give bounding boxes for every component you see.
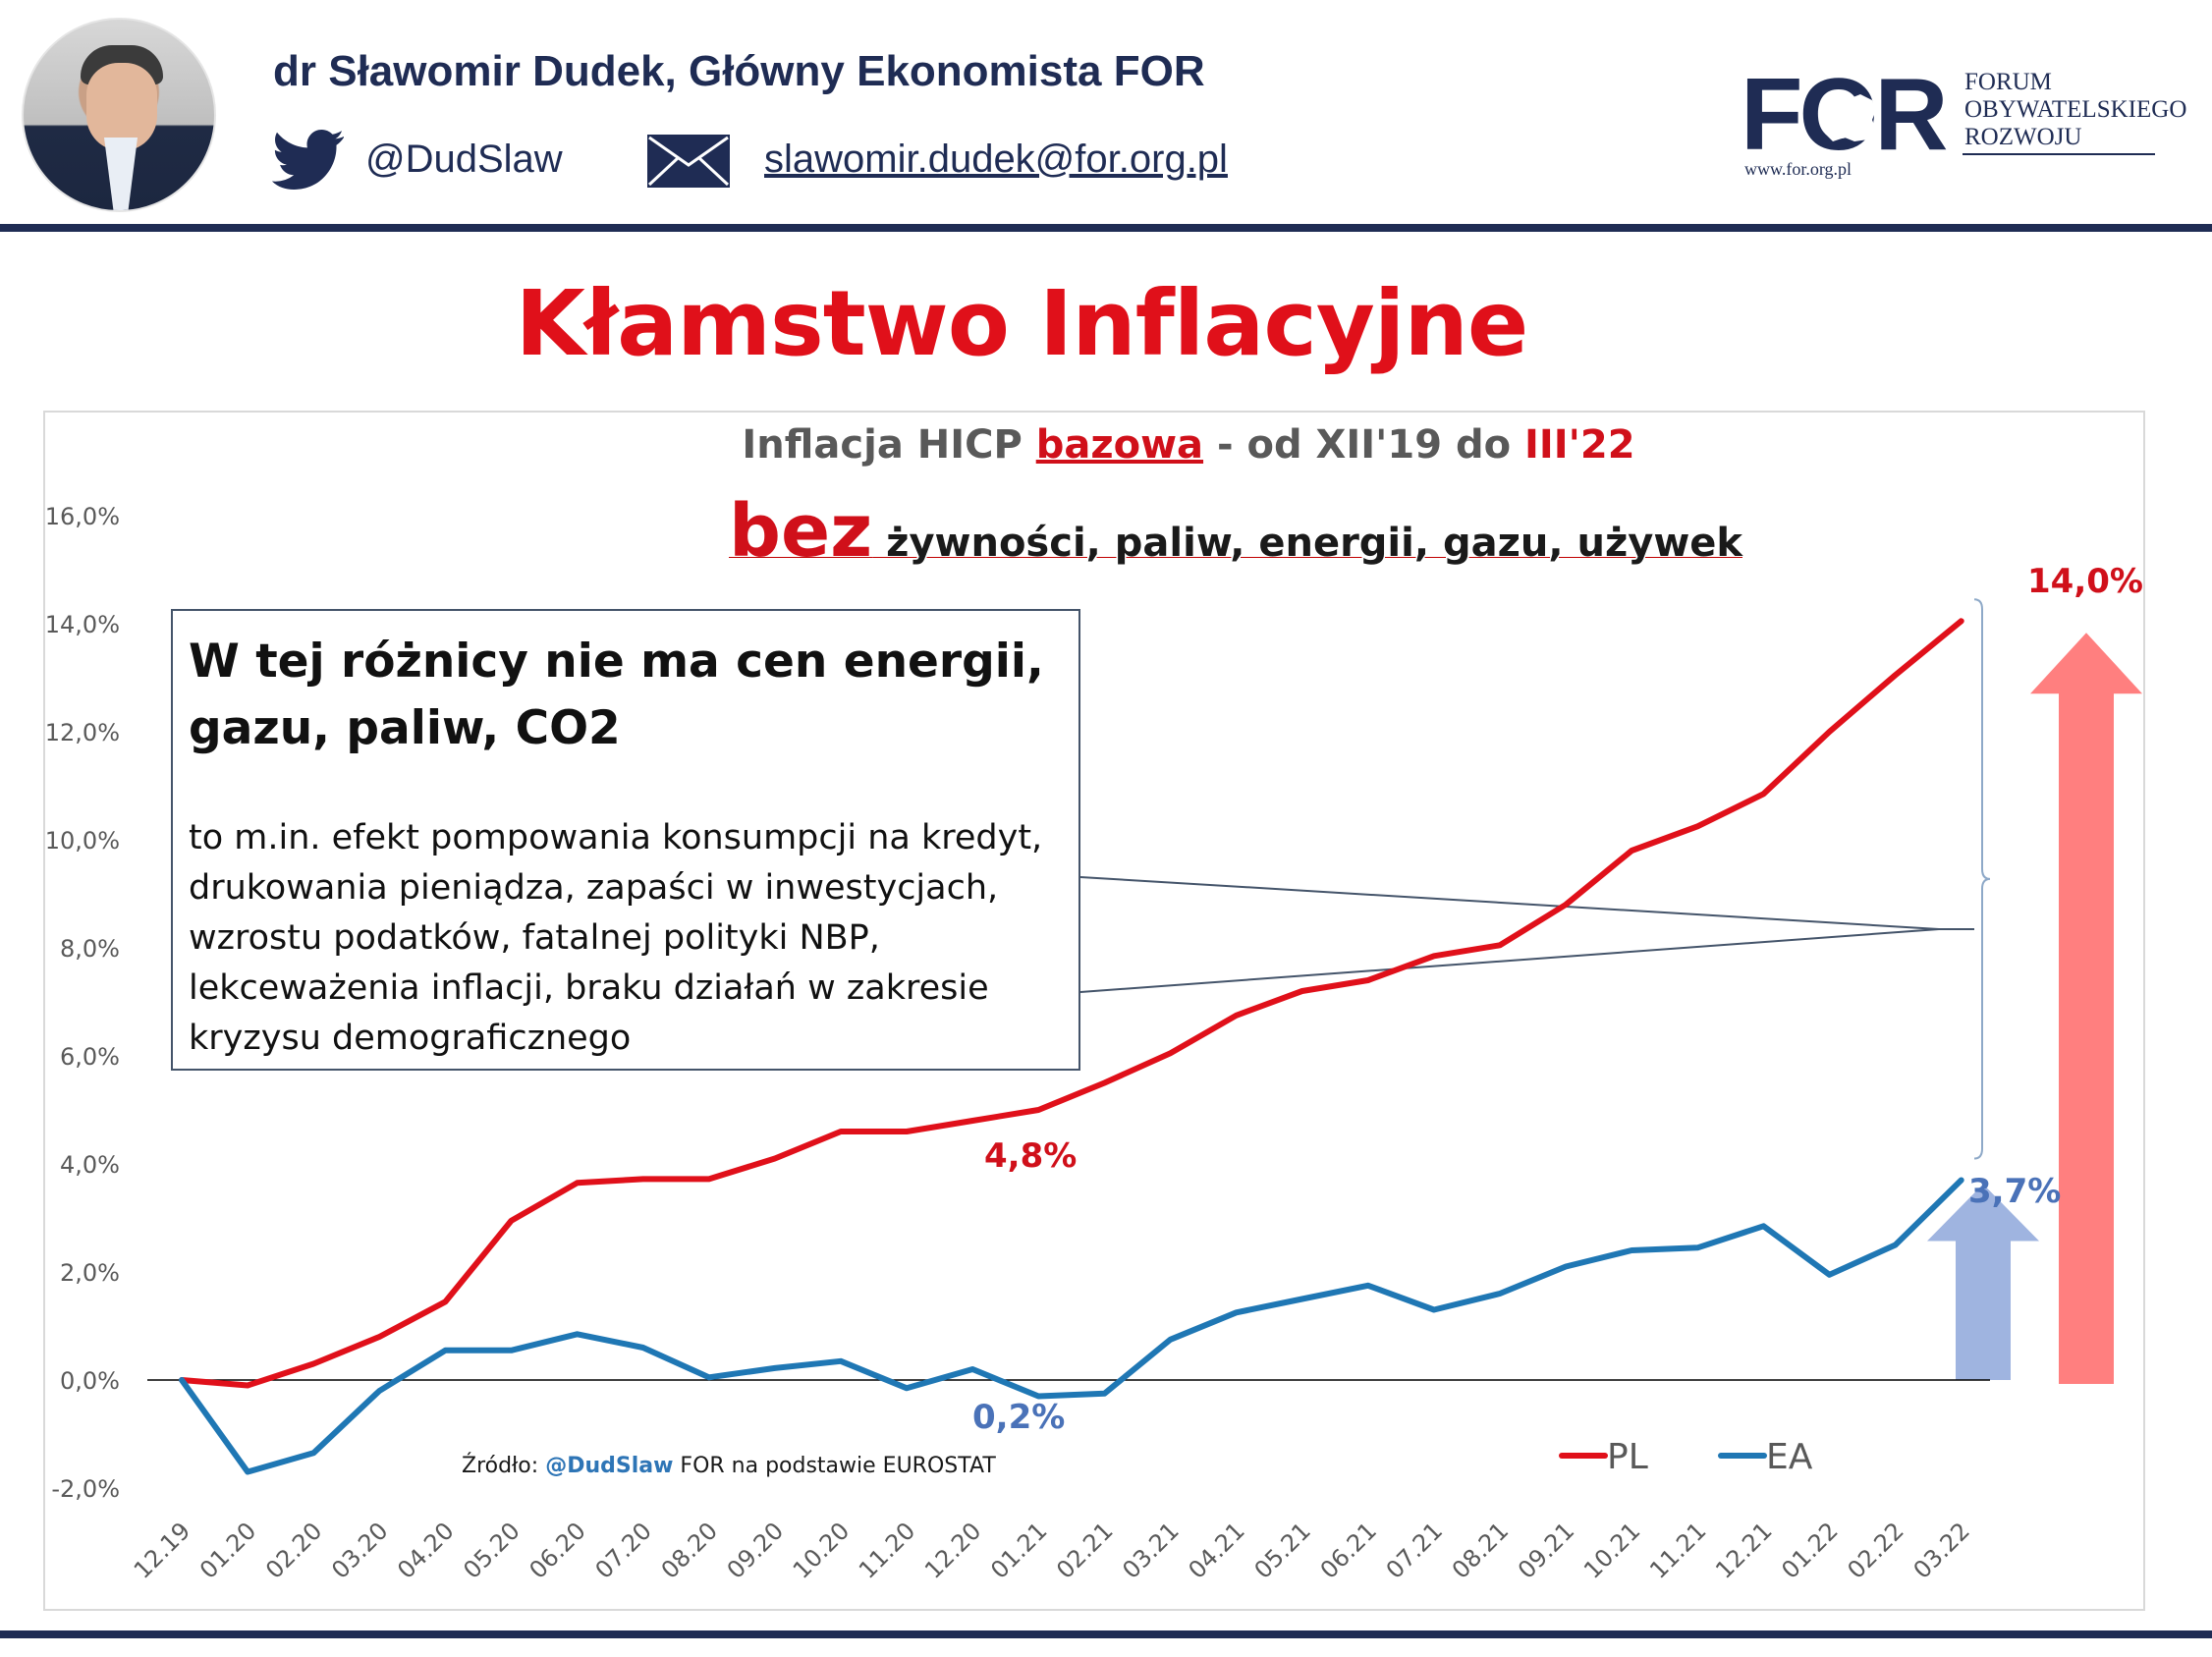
difference-brace: [1973, 598, 1991, 1160]
x-tick-label: 02.20: [260, 1517, 327, 1583]
x-tick-label: 02.22: [1842, 1517, 1908, 1583]
x-tick-label: 06.20: [524, 1517, 590, 1583]
annotation-box: W tej różnicy nie ma cen energii, gazu, …: [171, 609, 1080, 1071]
x-tick-label: 11.20: [854, 1517, 920, 1583]
for-full-name: FORUM OBYWATELSKIEGO ROZWOJU: [1964, 69, 2187, 150]
x-tick-label: 12.19: [129, 1517, 195, 1583]
x-tick-label: 01.22: [1776, 1517, 1843, 1583]
x-tick-label: 10.20: [788, 1517, 855, 1583]
y-tick-label: 2,0%: [60, 1259, 120, 1287]
x-tick-label: 10.21: [1578, 1517, 1645, 1583]
x-tick-label: 08.20: [656, 1517, 723, 1583]
twitter-handle[interactable]: @DudSlaw: [365, 138, 563, 181]
y-tick-label: 16,0%: [45, 503, 120, 530]
chart-title: Inflacja HICP bazowa - od XII'19 do III'…: [742, 422, 1635, 468]
pl-end-label: 14,0%: [2027, 562, 2143, 601]
legend-label-ea: EA: [1766, 1437, 1813, 1477]
y-tick-label: 14,0%: [45, 611, 120, 638]
x-tick-label: 02.21: [1051, 1517, 1118, 1583]
x-tick-label: 11.21: [1644, 1517, 1711, 1583]
for-logo: FOR: [1741, 63, 1950, 161]
y-tick-label: 4,0%: [60, 1151, 120, 1179]
footer-divider: [0, 1630, 2212, 1638]
ea-mid-label: 0,2%: [972, 1398, 1065, 1437]
x-tick-label: 03.22: [1908, 1517, 1975, 1583]
annotation-body: to m.in. efekt pompowania konsumpcji na …: [189, 818, 1043, 1058]
x-tick-label: 03.21: [1117, 1517, 1184, 1583]
legend-label-pl: PL: [1607, 1437, 1648, 1477]
series-line-ea: [179, 1177, 1964, 1475]
x-tick-label: 12.21: [1710, 1517, 1777, 1583]
series-line-pl: [179, 618, 1964, 1389]
header-divider: [0, 224, 2212, 232]
x-tick-label: 05.20: [458, 1517, 525, 1583]
x-tick-label: 01.21: [985, 1517, 1052, 1583]
x-tick-label: 01.20: [194, 1517, 261, 1583]
pl-increase-arrow: [2030, 633, 2142, 1384]
connector-line-top: [1079, 876, 1974, 930]
x-tick-label: 08.21: [1447, 1517, 1514, 1583]
ea-increase-arrow: [1927, 1184, 2039, 1380]
y-tick-label: 10,0%: [45, 827, 120, 855]
source-note: Źródło: @DudSlaw FOR na podstawie EUROST…: [462, 1454, 996, 1478]
chart-subtitle: bez żywności, paliw, energii, gazu, używ…: [729, 489, 1742, 574]
poland-map-icon: [1821, 94, 1876, 141]
x-tick-label: 04.20: [392, 1517, 459, 1583]
x-tick-label: 09.21: [1513, 1517, 1579, 1583]
annotation-title: W tej różnicy nie ma cen energii, gazu, …: [189, 635, 1044, 755]
avatar: [22, 18, 216, 212]
connector-line-bottom: [1079, 928, 1940, 993]
x-tick-label: 05.21: [1249, 1517, 1316, 1583]
pl-mid-label: 4,8%: [984, 1136, 1077, 1176]
y-tick-label: 6,0%: [60, 1043, 120, 1071]
author-name: dr Sławomir Dudek, Główny Ekonomista FOR: [273, 47, 1205, 95]
x-tick-label: 04.21: [1183, 1517, 1249, 1583]
ea-end-label: 3,7%: [1968, 1172, 2061, 1211]
for-url[interactable]: www.for.org.pl: [1744, 159, 1852, 179]
x-tick-label: 09.20: [722, 1517, 789, 1583]
x-tick-label: 06.21: [1315, 1517, 1382, 1583]
x-tick-label: 12.20: [919, 1517, 986, 1583]
page-title: Kłamstwo Inflacyjne: [515, 271, 1529, 376]
envelope-icon[interactable]: [646, 134, 731, 189]
x-tick-label: 07.20: [590, 1517, 657, 1583]
y-tick-label: -2,0%: [51, 1475, 120, 1503]
email-link[interactable]: slawomir.dudek@for.org.pl: [764, 138, 1228, 181]
x-tick-label: 07.21: [1381, 1517, 1448, 1583]
y-tick-label: 0,0%: [60, 1367, 120, 1395]
y-tick-label: 12,0%: [45, 719, 120, 746]
x-tick-label: 03.20: [326, 1517, 393, 1583]
y-tick-label: 8,0%: [60, 935, 120, 963]
logo-divider: [1963, 153, 2155, 155]
twitter-bird-icon[interactable]: [271, 130, 346, 191]
